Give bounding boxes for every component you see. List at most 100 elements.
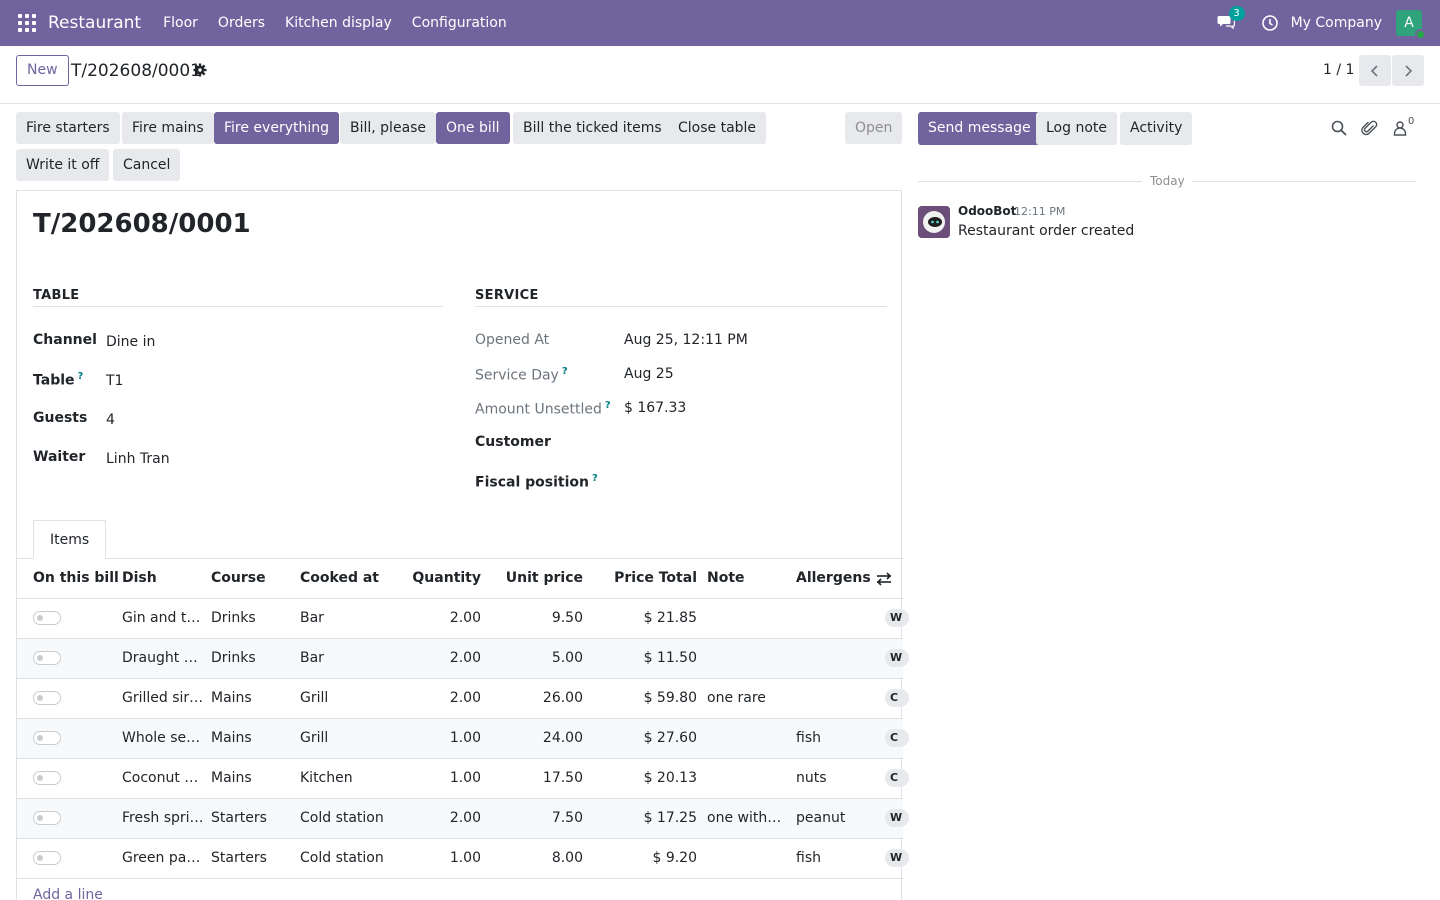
send-message-button[interactable]: Send message [918,112,1041,145]
table-row[interactable]: Draught beer Drinks Bar 2.00 5.00 $ 11.5… [17,639,909,679]
dish-cell: Grilled sirloin [122,690,204,706]
column-allergens[interactable]: Allergens [796,570,871,586]
breadcrumb-record-name: T/202608/0001 [71,61,201,81]
cooked-at-cell: Grill [300,690,329,706]
one-bill-button[interactable]: One bill [436,112,510,144]
waiter-field[interactable]: Linh Tran [106,451,170,467]
menu-configuration[interactable]: Configuration [411,15,507,31]
menu-floor[interactable]: Floor [163,15,198,31]
table-row[interactable]: Grilled sirloin Mains Grill 2.00 26.00 $… [17,679,909,719]
dish-cell: Whole sea bass [122,730,204,746]
cooked-at-cell: Cold station [300,850,384,866]
message-time: 12:11 PM [1014,205,1066,218]
fire-starters-button[interactable]: Fire starters [16,112,120,144]
fiscal-position-field[interactable] [624,473,884,493]
course-cell: Starters [211,810,267,826]
fiscal-position-help-icon[interactable]: ? [591,473,598,484]
column-on-this-bill[interactable]: On this bill [33,570,119,586]
activity-menu[interactable] [1261,14,1279,32]
column-price-total[interactable]: Price Total [614,570,697,586]
menu-orders[interactable]: Orders [217,15,266,31]
on-bill-toggle[interactable] [33,851,61,865]
customer-field[interactable] [624,434,884,454]
on-bill-toggle[interactable] [33,771,61,785]
table-group-title: TABLE [33,288,80,303]
messaging-menu[interactable]: 3 [1217,6,1245,33]
cooked-at-cell: Grill [300,730,329,746]
paperclip-icon[interactable] [1361,119,1379,137]
app-name[interactable]: Restaurant [48,13,142,33]
on-bill-toggle[interactable] [33,651,61,665]
course-cell: Starters [211,850,267,866]
cooked-at-cell: Bar [300,610,324,626]
activity-button[interactable]: Activity [1120,112,1193,145]
course-cell: Drinks [211,610,256,626]
fire-mains-button[interactable]: Fire mains [122,112,214,144]
amount-unsettled-value: $ 167.33 [624,400,687,416]
service-day-value: Aug 25 [624,366,674,382]
online-status-dot [1415,29,1426,40]
company-switcher[interactable]: My Company [1290,15,1382,31]
table-row[interactable]: Gin and tonic Drinks Bar 2.00 9.50 $ 21.… [17,599,909,639]
app-grid-icon[interactable] [18,14,36,32]
note-cell: one without peanut [707,810,787,826]
quantity-cell: 2.00 [449,650,481,666]
guests-field[interactable]: 4 [106,412,115,428]
tag-chip: W [885,649,909,667]
column-quantity[interactable]: Quantity [412,570,481,586]
channel-field[interactable]: Dine in [106,334,156,350]
search-icon[interactable] [1330,119,1348,137]
course-cell: Mains [211,690,252,706]
log-note-button[interactable]: Log note [1036,112,1117,145]
amount-unsettled-help-icon[interactable]: ? [604,400,611,411]
menu-kitchen-display[interactable]: Kitchen display [285,15,392,31]
odoobot-avatar[interactable] [918,206,950,238]
close-table-button[interactable]: Close table [668,112,767,144]
message-author[interactable]: OdooBot [958,204,1017,218]
on-bill-toggle[interactable] [33,811,61,825]
unit-price-cell: 26.00 [542,690,583,706]
on-bill-toggle[interactable] [33,731,61,745]
pager-next-button[interactable] [1392,55,1424,86]
column-course[interactable]: Course [211,570,266,586]
write-it-off-button[interactable]: Write it off [16,149,110,181]
table-help-icon[interactable]: ? [77,371,84,382]
column-dish[interactable]: Dish [122,570,157,586]
on-bill-toggle[interactable] [33,611,61,625]
table-row[interactable]: Coconut curry Mains Kitchen 1.00 17.50 $… [17,759,909,799]
user-avatar[interactable]: A [1396,10,1426,40]
tab-items[interactable]: Items [33,520,107,559]
course-cell: Mains [211,770,252,786]
new-button[interactable]: New [16,55,69,86]
gear-icon[interactable] [193,63,207,77]
tag-chip: C [885,769,909,787]
followers-button[interactable]: 0 [1392,116,1418,137]
unit-price-cell: 9.50 [551,610,583,626]
table-label-text: Table [33,372,75,389]
bill-ticked-items-button[interactable]: Bill the ticked items [513,112,672,144]
cancel-button[interactable]: Cancel [113,149,181,181]
customer-label: Customer [475,434,551,450]
table-row[interactable]: Green papaya salad Starters Cold station… [17,839,909,879]
on-bill-toggle[interactable] [33,691,61,705]
add-line-link[interactable]: Add a line [33,887,103,900]
dish-cell: Coconut curry [122,770,204,786]
service-day-help-icon[interactable]: ? [561,366,568,377]
tag-chip: C [885,689,909,707]
column-cooked-at[interactable]: Cooked at [300,570,379,586]
quantity-cell: 2.00 [449,810,481,826]
bill-please-button[interactable]: Bill, please [340,112,437,144]
course-cell: Drinks [211,650,256,666]
table-row[interactable]: Fresh spring rolls Starters Cold station… [17,799,909,839]
optional-columns-icon[interactable] [876,571,892,587]
fire-everything-button[interactable]: Fire everything [214,112,339,144]
table-field[interactable]: T1 [106,373,124,389]
fiscal-position-label-text: Fiscal position [475,474,589,491]
column-note[interactable]: Note [707,570,745,586]
opened-at-value: Aug 25, 12:11 PM [624,332,748,348]
pager-value[interactable]: 1 / 1 [1323,62,1355,78]
amount-unsettled-label-text: Amount Unsettled [475,401,602,418]
column-unit-price[interactable]: Unit price [505,570,583,586]
table-row[interactable]: Whole sea bass Mains Grill 1.00 24.00 $ … [17,719,909,759]
pager-previous-button[interactable] [1359,55,1391,86]
